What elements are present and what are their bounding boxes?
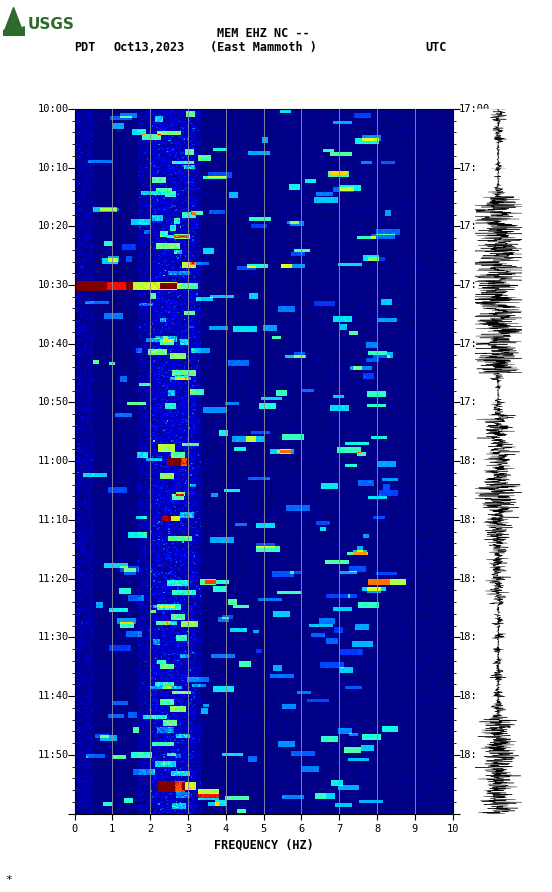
Text: 17:20: 17:20 — [458, 221, 490, 231]
X-axis label: FREQUENCY (HZ): FREQUENCY (HZ) — [214, 838, 314, 851]
Text: 17:10: 17:10 — [458, 162, 490, 172]
Polygon shape — [3, 7, 24, 36]
Text: 11:10: 11:10 — [38, 515, 69, 524]
Text: 18:40: 18:40 — [458, 691, 490, 701]
Text: PDT: PDT — [75, 40, 96, 54]
Text: UTC: UTC — [426, 40, 447, 54]
Text: 18:50: 18:50 — [458, 750, 490, 760]
Text: 11:20: 11:20 — [38, 574, 69, 583]
Text: Oct13,2023: Oct13,2023 — [113, 40, 184, 54]
Text: 17:30: 17:30 — [458, 280, 490, 290]
Text: 10:20: 10:20 — [38, 221, 69, 231]
Text: 10:00: 10:00 — [38, 103, 69, 114]
Text: 17:40: 17:40 — [458, 339, 490, 349]
Text: 10:30: 10:30 — [38, 280, 69, 290]
Text: 17:00: 17:00 — [458, 103, 490, 114]
Text: *: * — [6, 875, 12, 885]
Text: 18:10: 18:10 — [458, 515, 490, 524]
Text: 11:40: 11:40 — [38, 691, 69, 701]
Text: 18:00: 18:00 — [458, 456, 490, 467]
Text: 11:50: 11:50 — [38, 750, 69, 760]
Text: (East Mammoth ): (East Mammoth ) — [210, 40, 317, 54]
Text: 10:40: 10:40 — [38, 339, 69, 349]
Text: 17:50: 17:50 — [458, 398, 490, 408]
Text: 11:00: 11:00 — [38, 456, 69, 467]
Text: 10:10: 10:10 — [38, 162, 69, 172]
Text: 18:20: 18:20 — [458, 574, 490, 583]
Text: 11:30: 11:30 — [38, 632, 69, 642]
Text: MEM EHZ NC --: MEM EHZ NC -- — [217, 27, 310, 40]
Text: USGS: USGS — [28, 17, 75, 32]
Text: 18:30: 18:30 — [458, 632, 490, 642]
Polygon shape — [3, 27, 24, 36]
Text: 10:50: 10:50 — [38, 398, 69, 408]
